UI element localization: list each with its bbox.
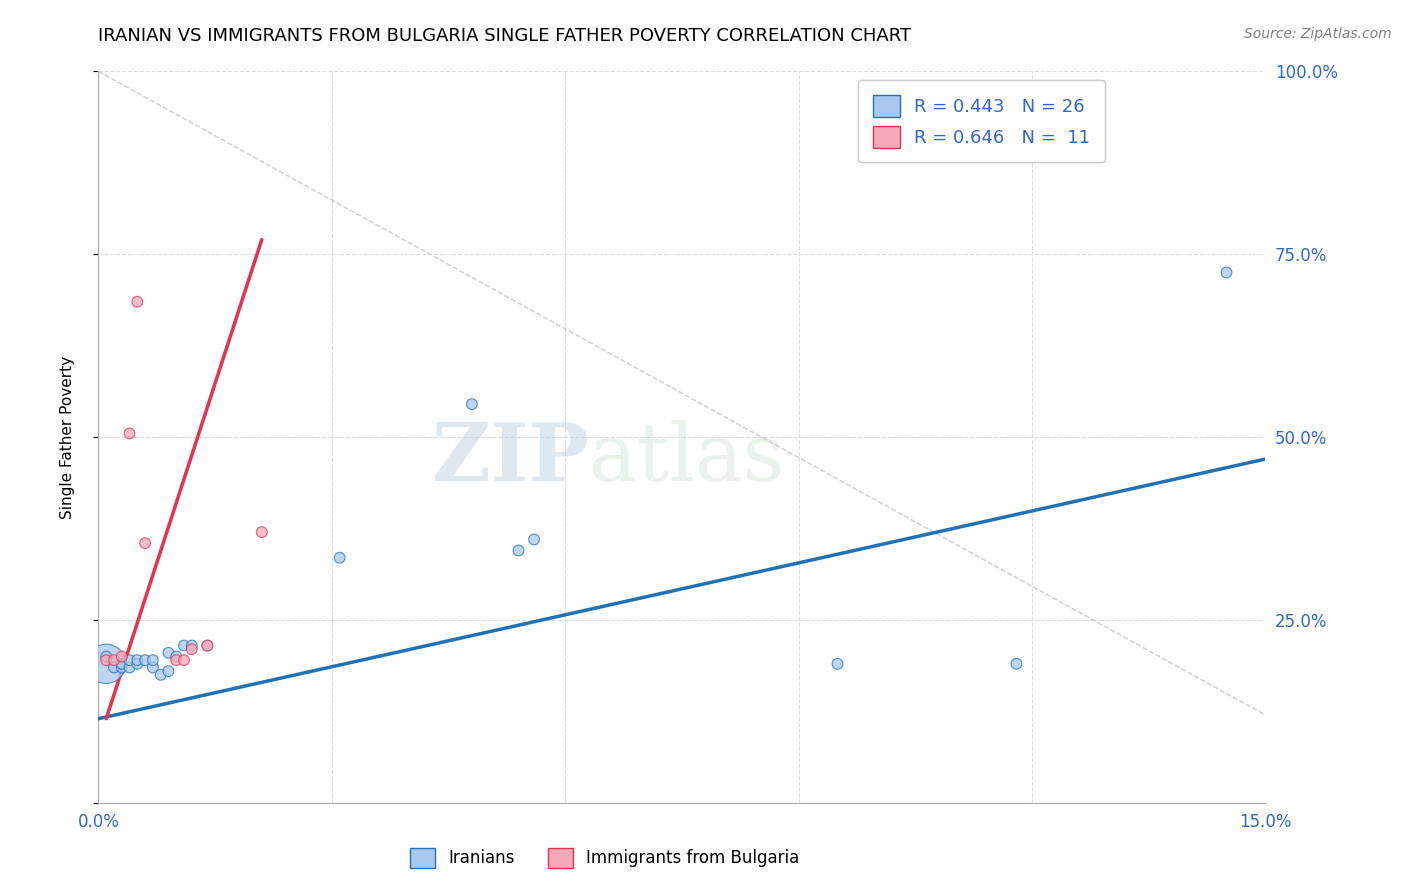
Point bbox=[118, 653, 141, 667]
Point bbox=[127, 657, 149, 671]
Point bbox=[508, 543, 530, 558]
Text: ZIP: ZIP bbox=[432, 420, 589, 498]
Point bbox=[134, 653, 156, 667]
Point bbox=[523, 533, 546, 547]
Point bbox=[329, 550, 352, 565]
Point bbox=[250, 525, 273, 540]
Point bbox=[118, 426, 141, 441]
Text: Source: ZipAtlas.com: Source: ZipAtlas.com bbox=[1244, 27, 1392, 41]
Point bbox=[103, 660, 125, 674]
Point bbox=[118, 660, 141, 674]
Point bbox=[103, 653, 125, 667]
Point bbox=[173, 639, 195, 653]
Point bbox=[165, 653, 187, 667]
Point bbox=[127, 294, 149, 309]
Point bbox=[142, 660, 165, 674]
Point bbox=[173, 653, 195, 667]
Point bbox=[111, 657, 134, 671]
Point bbox=[127, 653, 149, 667]
Point bbox=[149, 667, 172, 681]
Point bbox=[157, 664, 180, 678]
Y-axis label: Single Father Poverty: Single Father Poverty bbox=[60, 356, 75, 518]
Point bbox=[180, 639, 202, 653]
Point bbox=[111, 649, 134, 664]
Point bbox=[1215, 266, 1237, 280]
Legend: Iranians, Immigrants from Bulgaria: Iranians, Immigrants from Bulgaria bbox=[404, 841, 806, 875]
Point bbox=[1005, 657, 1028, 671]
Point bbox=[96, 653, 118, 667]
Point bbox=[195, 639, 218, 653]
Legend: R = 0.443   N = 26, R = 0.646   N =  11: R = 0.443 N = 26, R = 0.646 N = 11 bbox=[858, 80, 1105, 162]
Text: atlas: atlas bbox=[589, 420, 783, 498]
Point bbox=[157, 646, 180, 660]
Point bbox=[180, 642, 202, 657]
Point bbox=[461, 397, 484, 411]
Point bbox=[111, 660, 134, 674]
Point bbox=[827, 657, 849, 671]
Point bbox=[96, 649, 118, 664]
Point bbox=[142, 653, 165, 667]
Text: IRANIAN VS IMMIGRANTS FROM BULGARIA SINGLE FATHER POVERTY CORRELATION CHART: IRANIAN VS IMMIGRANTS FROM BULGARIA SING… bbox=[98, 27, 911, 45]
Point bbox=[134, 536, 156, 550]
Point bbox=[195, 639, 218, 653]
Point bbox=[96, 657, 118, 671]
Point bbox=[165, 649, 187, 664]
